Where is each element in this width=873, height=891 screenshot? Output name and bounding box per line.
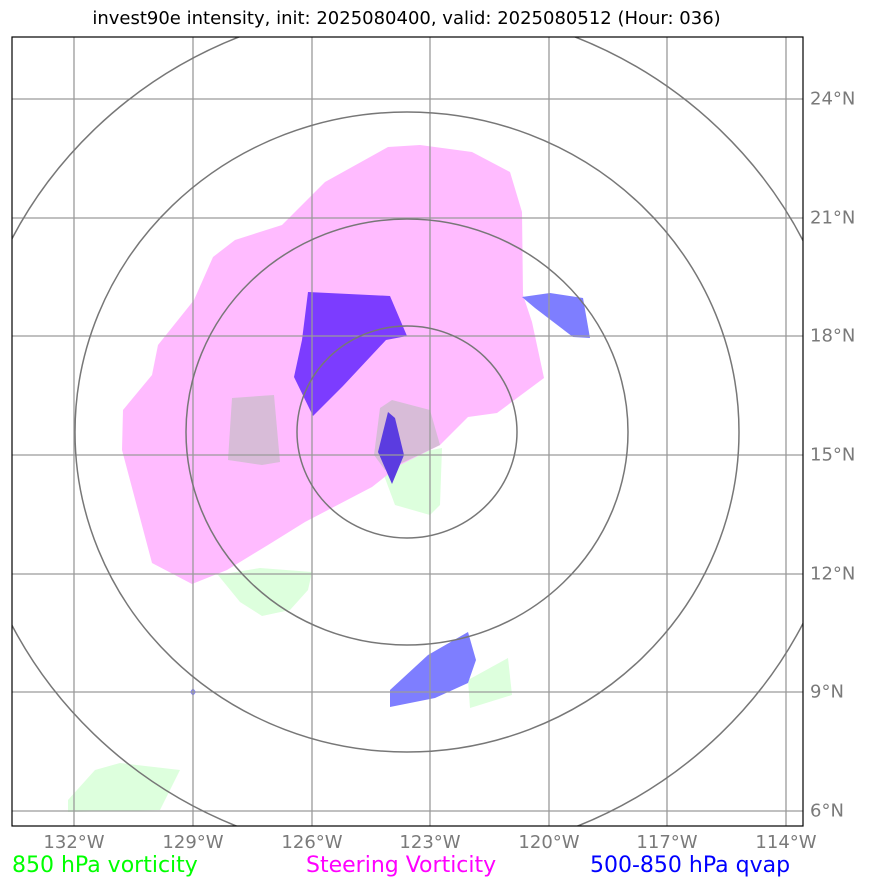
graticule (12, 37, 803, 826)
vort850-area-south-ridge (218, 568, 312, 616)
map-title: invest90e intensity, init: 2025080400, v… (92, 8, 721, 29)
lat-label-18n: 18°N (810, 325, 856, 347)
lat-label-21n: 21°N (810, 207, 856, 229)
qvap-area-north (294, 292, 407, 416)
lon-label-132w: 132°W (43, 832, 105, 853)
legend-qvap: 500-850 hPa qvap (590, 853, 791, 878)
lat-label-12n: 12°N (810, 563, 856, 585)
lon-label-129w: 129°W (162, 832, 224, 853)
ring-3 (74, 111, 740, 753)
qvap-areas (190, 292, 590, 707)
map-frame (11, 36, 804, 827)
lat-label-9n: 9°N (810, 681, 844, 703)
overlap-area-west (228, 395, 280, 465)
ring-1 (296, 325, 518, 539)
legend-vorticity-850: 850 hPa vorticity (12, 853, 198, 878)
lon-label-117w: 117°W (636, 832, 698, 853)
lon-label-114w: 114°W (755, 832, 817, 853)
vort850-area-southeast (468, 658, 512, 708)
vort850-area-southwest (68, 763, 180, 812)
ring-2 (185, 218, 629, 646)
lat-label-6n: 6°N (810, 800, 844, 822)
qvap-area-east (522, 293, 590, 338)
lat-label-24n: 24°N (810, 88, 856, 110)
legend-steering-vorticity: Steering Vorticity (306, 853, 497, 878)
qvap-area-south (390, 632, 476, 707)
distance-rings (12, 37, 803, 826)
vorticity-850-areas (68, 448, 512, 812)
lon-label-123w: 123°W (399, 832, 461, 853)
lat-label-15n: 15°N (810, 444, 856, 466)
lon-label-120w: 120°W (518, 832, 580, 853)
qvap-area-center (378, 412, 404, 484)
lon-label-126w: 126°W (281, 832, 343, 853)
